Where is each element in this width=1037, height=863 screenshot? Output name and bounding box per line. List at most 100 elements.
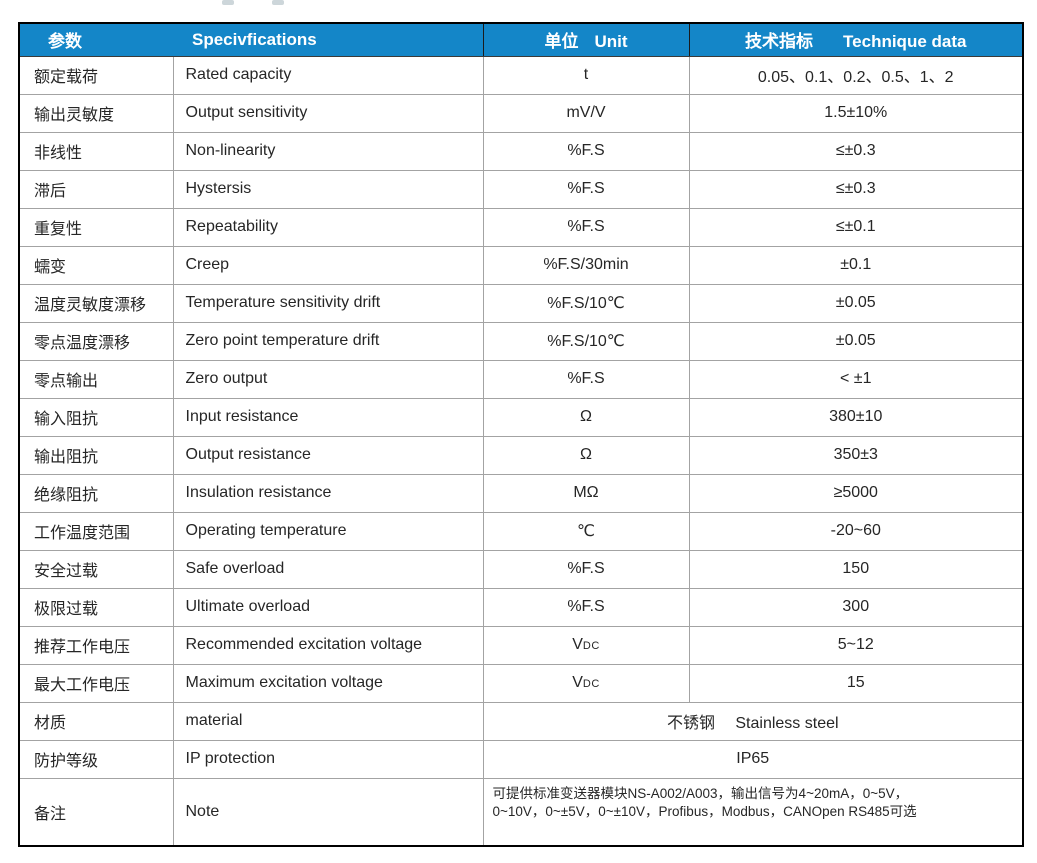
unit-text: %F.S [567, 560, 605, 577]
table-row: 极限过载 Ultimate overload %F.S 300 [18, 587, 1024, 627]
specification-cell-en: Safe overload [172, 549, 484, 589]
unit-text: VDC [572, 636, 600, 653]
header-unit-en: Unit [594, 32, 628, 52]
specification-cell-en: Input resistance [172, 397, 484, 437]
table-row: 推荐工作电压 Recommended excitation voltage VDC 5… [18, 625, 1024, 665]
unit-text: %F.S [567, 142, 605, 159]
table-row: 额定载荷 Rated capacity t 0.05、0.1、0.2、0.5、1、2 [18, 55, 1024, 95]
unit-text: %F.S [567, 598, 605, 615]
table-row: 零点输出 Zero output %F.S < ±1 [18, 359, 1024, 399]
parameter-cell-zh: 零点温度漂移 [18, 321, 174, 361]
header-unit-zh: 单位 [544, 32, 579, 52]
spec-table-body: 额定载荷 Rated capacity t 0.05、0.1、0.2、0.5、1、2 输… [18, 55, 1024, 847]
technique-data-cell: 1.5±10% [688, 93, 1024, 133]
header-parameters: 参数 [19, 23, 173, 57]
unit-cell: MΩ [482, 473, 690, 513]
table-row: 材质 material 不锈钢 Stainless steel [18, 701, 1024, 741]
specification-cell-en: Zero output [172, 359, 484, 399]
technique-data-cell: ≤±0.3 [688, 131, 1024, 171]
unit-cell: %F.S [482, 131, 690, 171]
table-row: 重复性 Repeatability %F.S ≤±0.1 [18, 207, 1024, 247]
table-row: 输入阻抗 Input resistance Ω 380±10 [18, 397, 1024, 437]
technique-data-cell: 300 [688, 587, 1024, 627]
unit-text: t [583, 66, 589, 83]
merged-value-cell: IP65 [482, 739, 1024, 779]
header-technique-zh: 技术指标 [745, 32, 814, 52]
technique-data-cell: ≥5000 [688, 473, 1024, 513]
header-row: 参数 Specivfications 单位 Unit 技术指标 [19, 23, 1023, 57]
header-specifications-en: Specivfications [192, 29, 317, 49]
unit-cell: VDC [482, 663, 690, 703]
specification-cell-en: Output sensitivity [172, 93, 484, 133]
note-value-cell: 可提供标准变送器模块NS-A002/A003，输出信号为4~20mA，0~5V，… [482, 777, 1024, 847]
specification-cell-en: Rated capacity [172, 55, 484, 95]
specification-cell-en: Non-linearity [172, 131, 484, 171]
unit-cell: VDC [482, 625, 690, 665]
table-row: 防护等级 IP protection IP65 [18, 739, 1024, 779]
unit-text: %F.S/30min [543, 256, 629, 273]
table-row: 非线性 Non-linearity %F.S ≤±0.3 [18, 131, 1024, 171]
technique-data-cell: -20~60 [688, 511, 1024, 551]
parameter-cell-zh: 最大工作电压 [18, 663, 174, 703]
table-row: 滞后 Hystersis %F.S ≤±0.3 [18, 169, 1024, 209]
specification-cell-en: Operating temperature [172, 511, 484, 551]
specification-table-container: 参数 Specivfications 单位 Unit 技术指标 [18, 22, 1024, 847]
parameter-cell-zh: 非线性 [18, 131, 174, 171]
parameter-cell-zh: 温度灵敏度漂移 [18, 283, 174, 323]
unit-text: %F.S [567, 218, 605, 235]
technique-data-cell: 350±3 [688, 435, 1024, 475]
parameter-cell-zh: 蠕变 [18, 245, 174, 285]
specification-cell-en: Recommended excitation voltage [172, 625, 484, 665]
parameter-cell-zh: 绝缘阻抗 [18, 473, 174, 513]
table-row: 输出阻抗 Output resistance Ω 350±3 [18, 435, 1024, 475]
table-row: 输出灵敏度 Output sensitivity mV/V 1.5±10% [18, 93, 1024, 133]
unit-cell: %F.S [482, 169, 690, 209]
header-technique-data: 技术指标 Technique data [688, 23, 1023, 57]
cropped-text-artifact [222, 0, 234, 5]
specification-table: 参数 Specivfications 单位 Unit 技术指标 [18, 22, 1024, 847]
parameter-cell-zh: 滞后 [18, 169, 174, 209]
unit-text: MΩ [573, 484, 599, 501]
unit-text: Ω [580, 408, 592, 425]
header-unit: 单位 Unit [482, 23, 689, 57]
table-row: 绝缘阻抗 Insulation resistance MΩ ≥5000 [18, 473, 1024, 513]
cropped-text-artifact [272, 0, 284, 5]
unit-text: mV/V [566, 104, 606, 121]
table-row: 温度灵敏度漂移 Temperature sensitivity drift %F.S… [18, 283, 1024, 323]
technique-data-cell: 380±10 [688, 397, 1024, 437]
specification-cell-en: Insulation resistance [172, 473, 484, 513]
table-row: 备注 Note 可提供标准变送器模块NS-A002/A003，输出信号为4~20mA… [18, 777, 1024, 847]
header-parameters-zh: 参数 [48, 32, 82, 52]
parameter-cell-zh: 输出灵敏度 [18, 93, 174, 133]
unit-cell: %F.S/10℃ [482, 283, 690, 323]
parameter-cell-zh: 额定载荷 [18, 55, 174, 95]
parameter-cell-zh: 极限过载 [18, 587, 174, 627]
header-technique-en: Technique data [843, 32, 967, 52]
unit-cell: %F.S [482, 207, 690, 247]
unit-text: %F.S/10℃ [547, 295, 625, 312]
unit-cell: mV/V [482, 93, 690, 133]
unit-cell: %F.S [482, 549, 690, 589]
specification-cell-en: Creep [172, 245, 484, 285]
parameter-cell-zh: 工作温度范围 [18, 511, 174, 551]
table-row: 蠕变 Creep %F.S/30min ±0.1 [18, 245, 1024, 285]
parameter-cell-zh: 重复性 [18, 207, 174, 247]
unit-cell: %F.S/10℃ [482, 321, 690, 361]
unit-text: %F.S [567, 370, 605, 387]
unit-cell: ℃ [482, 511, 690, 551]
specification-cell-en: Output resistance [172, 435, 484, 475]
specification-cell-en: Repeatability [172, 207, 484, 247]
technique-data-cell: 150 [688, 549, 1024, 589]
technique-data-cell: 5~12 [688, 625, 1024, 665]
unit-subscript: DC [582, 678, 600, 690]
parameter-cell-zh: 输入阻抗 [18, 397, 174, 437]
table-row: 安全过载 Safe overload %F.S 150 [18, 549, 1024, 589]
parameter-cell-zh: 零点输出 [18, 359, 174, 399]
technique-data-cell: < ±1 [688, 359, 1024, 399]
table-row: 最大工作电压 Maximum excitation voltage VDC 15 [18, 663, 1024, 703]
unit-cell: Ω [482, 397, 690, 437]
specification-cell-en: Note [172, 777, 484, 847]
merged-value-cell: 不锈钢 Stainless steel [482, 701, 1024, 741]
parameter-cell-zh: 推荐工作电压 [18, 625, 174, 665]
